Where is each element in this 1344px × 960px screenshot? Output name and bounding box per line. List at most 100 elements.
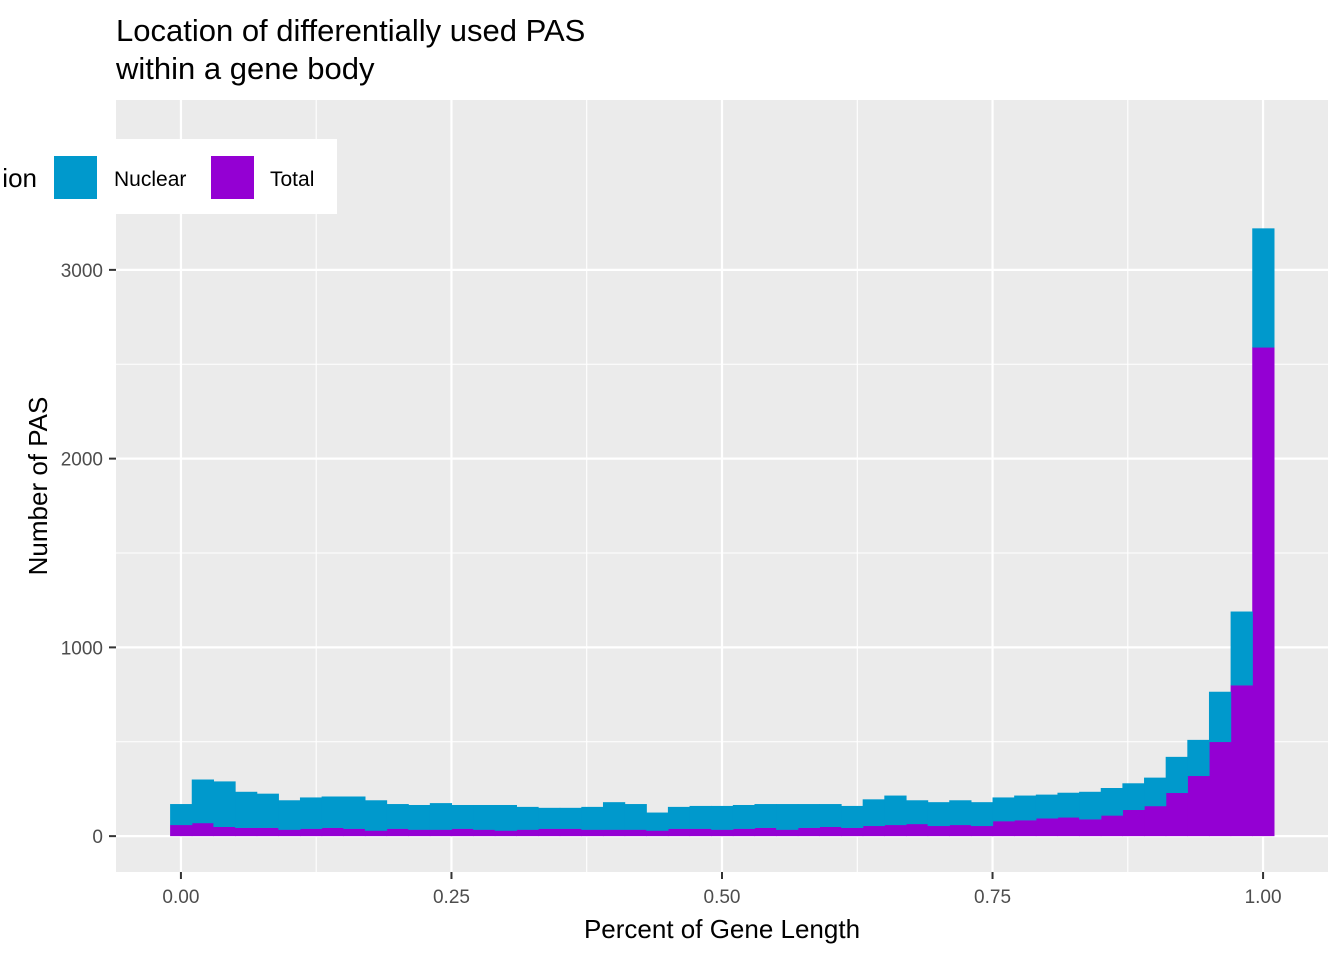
- bar-total: [1057, 817, 1080, 837]
- bar-nuclear: [992, 797, 1015, 822]
- bar-total: [343, 828, 366, 837]
- bar-total: [602, 829, 626, 837]
- bar-total: [559, 828, 582, 837]
- bar-nuclear: [1079, 791, 1102, 820]
- bar-total: [711, 829, 734, 837]
- bar-total: [884, 824, 907, 837]
- bar-total: [451, 828, 474, 837]
- bar-total: [1208, 741, 1232, 837]
- bar-total: [235, 827, 258, 837]
- bar-total: [970, 825, 994, 837]
- bar-nuclear: [559, 807, 582, 829]
- bar-total: [689, 828, 712, 837]
- bar-total: [1187, 775, 1210, 837]
- bar-nuclear: [581, 806, 604, 830]
- legend-key-nuclear: [54, 156, 97, 199]
- x-tick-label: 0.00: [162, 887, 199, 908]
- bar-total: [494, 830, 517, 837]
- bar-total: [408, 829, 431, 837]
- bar-total: [386, 828, 409, 837]
- legend-label-nuclear: Nuclear: [114, 168, 186, 191]
- bar-total: [1144, 805, 1167, 837]
- bar-total: [905, 823, 929, 837]
- bar-total: [1100, 815, 1123, 837]
- y-axis-title: Number of PAS: [23, 397, 53, 576]
- bar-nuclear: [624, 804, 647, 830]
- bar-total: [191, 822, 214, 837]
- bar-nuclear: [170, 804, 193, 826]
- bar-nuclear: [256, 793, 279, 828]
- y-tick-label: 2000: [61, 450, 103, 471]
- bar-nuclear: [1230, 611, 1253, 686]
- bar-total: [213, 826, 236, 837]
- bar-total: [538, 828, 561, 837]
- bar-nuclear: [711, 805, 734, 830]
- bar-nuclear: [927, 802, 950, 827]
- bar-nuclear: [1122, 783, 1145, 811]
- bar-total: [581, 829, 604, 837]
- bar-nuclear: [191, 779, 214, 824]
- bar-nuclear: [970, 802, 994, 827]
- bar-nuclear: [776, 804, 799, 830]
- x-tick-label: 1.00: [1245, 887, 1282, 908]
- bar-nuclear: [1144, 777, 1167, 807]
- bar-total: [797, 827, 820, 837]
- bar-nuclear: [429, 803, 453, 830]
- chart-title-line-2: within a gene body: [115, 51, 375, 86]
- x-tick-label: 0.75: [974, 887, 1011, 908]
- bar-nuclear: [516, 806, 539, 830]
- bar-nuclear: [1187, 739, 1210, 777]
- bar-nuclear: [235, 791, 258, 828]
- bar-total: [841, 827, 864, 837]
- x-axis-ticks: 0.00 0.25 0.50 0.75 1.00: [162, 872, 1282, 908]
- bar-nuclear: [538, 807, 561, 829]
- bar-total: [862, 825, 885, 837]
- bar-total: [364, 830, 388, 837]
- bar-total: [732, 828, 756, 837]
- legend-title: ion: [2, 163, 37, 193]
- bar-total: [927, 825, 950, 837]
- bar-total: [278, 829, 301, 837]
- bar-nuclear: [884, 795, 907, 826]
- bar-total: [321, 827, 344, 837]
- bar-total: [473, 829, 496, 837]
- bar-nuclear: [949, 800, 972, 826]
- x-tick-label: 0.50: [704, 887, 741, 908]
- bar-nuclear: [841, 805, 864, 828]
- y-axis-ticks: 0 1000 2000 3000: [61, 261, 116, 848]
- bar-total: [1079, 819, 1102, 837]
- bar-total: [170, 824, 193, 837]
- x-tick-label: 0.25: [433, 887, 470, 908]
- bar-nuclear: [1035, 794, 1059, 819]
- bar-total: [949, 824, 972, 837]
- bar-total: [776, 829, 799, 837]
- bar-nuclear: [819, 804, 842, 827]
- bar-nuclear: [602, 802, 626, 830]
- bar-nuclear: [1252, 228, 1275, 348]
- bar-total: [624, 829, 647, 837]
- bar-nuclear: [1208, 691, 1232, 743]
- grid-major: [116, 100, 1328, 872]
- bar-nuclear: [451, 804, 474, 829]
- bar-nuclear: [321, 796, 344, 828]
- bar-nuclear: [1165, 756, 1188, 794]
- bar-nuclear: [408, 804, 431, 830]
- chart-title-line-1: Location of differentially used PAS: [116, 13, 585, 48]
- legend-label-total: Total: [270, 168, 314, 191]
- bar-total: [1014, 820, 1037, 837]
- legend-key-total: [211, 156, 254, 199]
- bar-total: [646, 830, 669, 837]
- bar-total: [1035, 818, 1059, 837]
- bar-nuclear: [299, 797, 323, 829]
- bar-nuclear: [343, 796, 366, 829]
- bar-nuclear: [473, 804, 496, 830]
- bar-nuclear: [732, 804, 756, 829]
- bar-total: [667, 828, 691, 837]
- bar-nuclear: [862, 799, 885, 827]
- bar-nuclear: [689, 805, 712, 829]
- x-axis-title: Percent of Gene Length: [584, 914, 860, 944]
- bar-nuclear: [1100, 788, 1123, 816]
- bar-nuclear: [797, 804, 820, 828]
- bar-nuclear: [905, 800, 929, 825]
